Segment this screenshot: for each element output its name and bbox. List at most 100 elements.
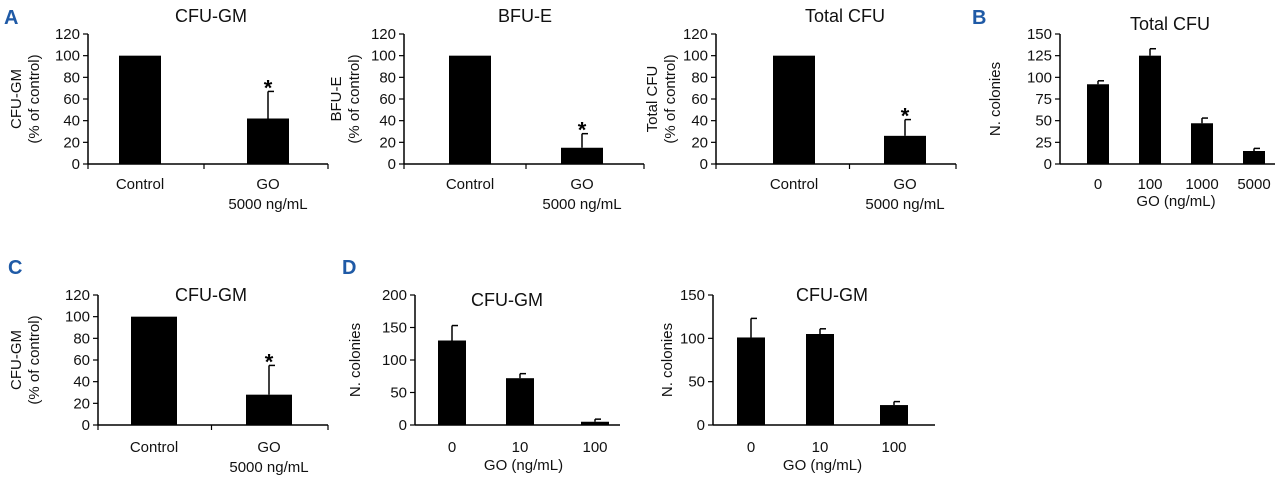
x-category-label: 100 [881,439,906,456]
x-category-label: 5000 ng/mL [228,196,307,213]
chart-title: Total CFU [1130,14,1210,34]
y-tick-label: 150 [1027,26,1052,43]
y-tick-label: 50 [688,374,705,391]
x-category-label: Control [770,176,818,193]
bar [506,378,534,425]
panel-label-b: B [972,7,986,29]
y-tick-label: 100 [371,48,396,65]
bar [1243,151,1265,164]
y-axis-label: N. colonies [347,323,364,397]
significance-marker: * [264,75,273,100]
bar [449,55,491,164]
x-category-label: 0 [1094,176,1102,193]
y-axis-label: (% of control) [662,54,679,143]
x-axis-label: GO (ng/mL) [484,457,563,474]
x-category-label: 0 [448,439,456,456]
y-tick-label: 40 [379,113,396,130]
y-tick-label: 0 [399,417,407,434]
chart-d-cfu-gm-right: CFU-GM 0 50 100 150 N. colonies 0 10 100 GO (ng/m… [659,285,935,474]
x-category-label: 5000 ng/mL [542,196,621,213]
x-category-label: GO [256,176,279,193]
bar [884,135,926,164]
bar [806,334,834,425]
x-category-label: GO [257,439,280,456]
y-tick-label: 40 [691,113,708,130]
y-tick-label: 0 [700,156,708,173]
y-tick-label: 60 [379,91,396,108]
y-tick-label: 60 [691,91,708,108]
bar [247,118,289,164]
x-category-label: GO [570,176,593,193]
bar [119,55,161,164]
significance-marker: * [578,118,587,143]
x-axis-label: GO (ng/mL) [783,457,862,474]
y-axis-label: CFU-GM [8,69,25,129]
y-tick-label: 0 [697,417,705,434]
y-axis-label: BFU-E [328,77,345,122]
y-axis-label: N. colonies [659,323,676,397]
panel-label-c: C [8,257,22,279]
x-category-label: Control [116,176,164,193]
y-tick-label: 20 [63,134,80,151]
y-tick-label: 100 [65,309,90,326]
chart-title: CFU-GM [175,285,247,305]
y-tick-label: 60 [63,91,80,108]
x-category-label: 5000 ng/mL [865,196,944,213]
y-tick-label: 20 [691,134,708,151]
x-category-label: Control [130,439,178,456]
y-axis-label: N. colonies [987,62,1004,136]
y-axis-label: (% of control) [346,54,363,143]
bar [1191,123,1213,164]
x-category-label: GO [893,176,916,193]
y-tick-label: 50 [1035,113,1052,130]
x-axis-label: GO (ng/mL) [1136,193,1215,210]
x-category-label: 0 [747,439,755,456]
y-axis-label: (% of control) [26,54,43,143]
x-category-label: 10 [812,439,829,456]
significance-marker: * [901,104,910,129]
chart-title: CFU-GM [471,290,543,310]
chart-title: Total CFU [805,6,885,26]
y-tick-label: 100 [680,330,705,347]
y-tick-label: 25 [1035,134,1052,151]
y-tick-label: 0 [1044,156,1052,173]
y-tick-label: 120 [371,26,396,43]
bar [131,316,177,425]
y-tick-label: 200 [382,287,407,304]
chart-b-total-cfu: Total CFU 0 25 50 75 100 125 150 N. colonies 0 100… [987,14,1275,210]
chart-d-cfu-gm-left: CFU-GM 0 50 100 150 200 N. colonies 0 10 100 GO (n… [347,287,620,474]
y-tick-label: 50 [390,385,407,402]
y-tick-label: 120 [65,287,90,304]
bar [561,147,603,164]
bar [581,421,609,425]
y-tick-label: 40 [63,113,80,130]
x-category-label: 100 [1137,176,1162,193]
bar [880,405,908,425]
y-tick-label: 100 [55,48,80,65]
y-tick-label: 20 [379,134,396,151]
x-category-label: 10 [512,439,529,456]
panel-label-a: A [4,7,18,29]
significance-marker: * [265,349,274,374]
y-tick-label: 80 [73,330,90,347]
y-tick-label: 120 [55,26,80,43]
y-tick-label: 80 [63,69,80,86]
y-tick-label: 75 [1035,91,1052,108]
panel-label-d: D [342,257,356,279]
chart-title: BFU-E [498,6,552,26]
y-tick-label: 100 [382,352,407,369]
y-tick-label: 60 [73,352,90,369]
bar [1139,55,1161,164]
y-tick-label: 80 [379,69,396,86]
bar [438,340,466,425]
y-tick-label: 80 [691,69,708,86]
x-category-label: 100 [582,439,607,456]
y-tick-label: 125 [1027,48,1052,65]
x-category-label: 1000 [1185,176,1218,193]
bar [1087,84,1109,164]
y-tick-label: 0 [388,156,396,173]
